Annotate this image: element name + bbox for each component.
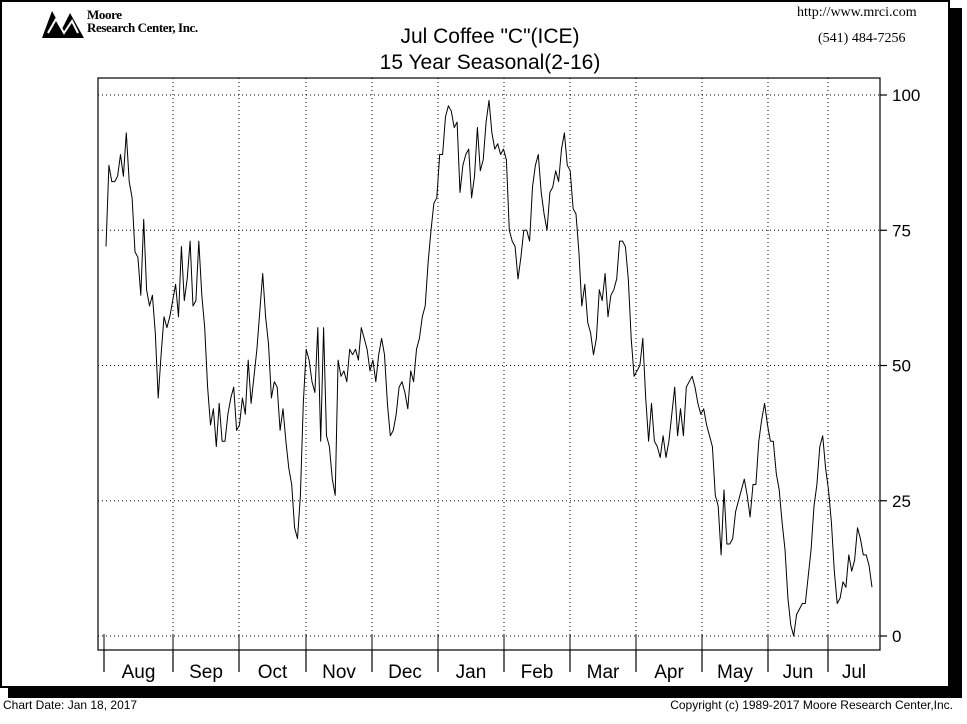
company-name: Moore Research Center, Inc. (87, 8, 198, 34)
frame-shadow-right (950, 8, 962, 698)
chart-title: Jul Coffee "C"(ICE) (400, 25, 580, 48)
chart-frame (0, 0, 950, 688)
grid-lines (98, 78, 880, 650)
chart-date: Chart Date: Jan 18, 2017 (3, 698, 138, 712)
month-label: Jul (842, 662, 866, 683)
website-link[interactable]: http://www.mrci.com (797, 5, 917, 20)
chart-title-block: Jul Coffee "C"(ICE) 15 Year Seasonal(2-1… (250, 24, 730, 76)
plot-border (97, 77, 881, 651)
month-label: Jun (783, 662, 814, 683)
month-label: Mar (587, 662, 620, 683)
month-label: Apr (654, 662, 684, 683)
copyright-notice: Copyright (c) 1989-2017 Moore Research C… (670, 698, 953, 712)
y-tick-label: 50 (892, 357, 911, 376)
month-label: Oct (258, 662, 288, 683)
chart-subtitle: 15 Year Seasonal(2-16) (379, 51, 601, 74)
moore-logo-icon (42, 11, 84, 38)
month-label: Nov (322, 662, 356, 683)
y-tick-label: 0 (892, 627, 901, 646)
y-tick-label: 100 (892, 86, 920, 105)
month-label: Aug (122, 662, 156, 683)
y-tick-label: 25 (892, 492, 911, 511)
month-label: Sep (189, 662, 223, 683)
series-group (105, 99, 873, 637)
month-label: Jan (456, 662, 487, 683)
month-label: May (717, 662, 753, 683)
frame-shadow-bottom (8, 688, 962, 698)
logo-line-2: Research Center, Inc. (87, 20, 198, 35)
phone-number: (541) 484-7256 (818, 31, 906, 46)
y-tick-label: 75 (892, 221, 911, 240)
month-label: Feb (521, 662, 554, 683)
seasonal-series-line (105, 99, 873, 637)
month-label: Dec (388, 662, 422, 683)
axes: 100 75 50 25 0 Aug Sep Oct Nov Dec Jan Feb Mar Apr May… (103, 86, 920, 683)
logo-line-1: Moore (87, 7, 122, 22)
